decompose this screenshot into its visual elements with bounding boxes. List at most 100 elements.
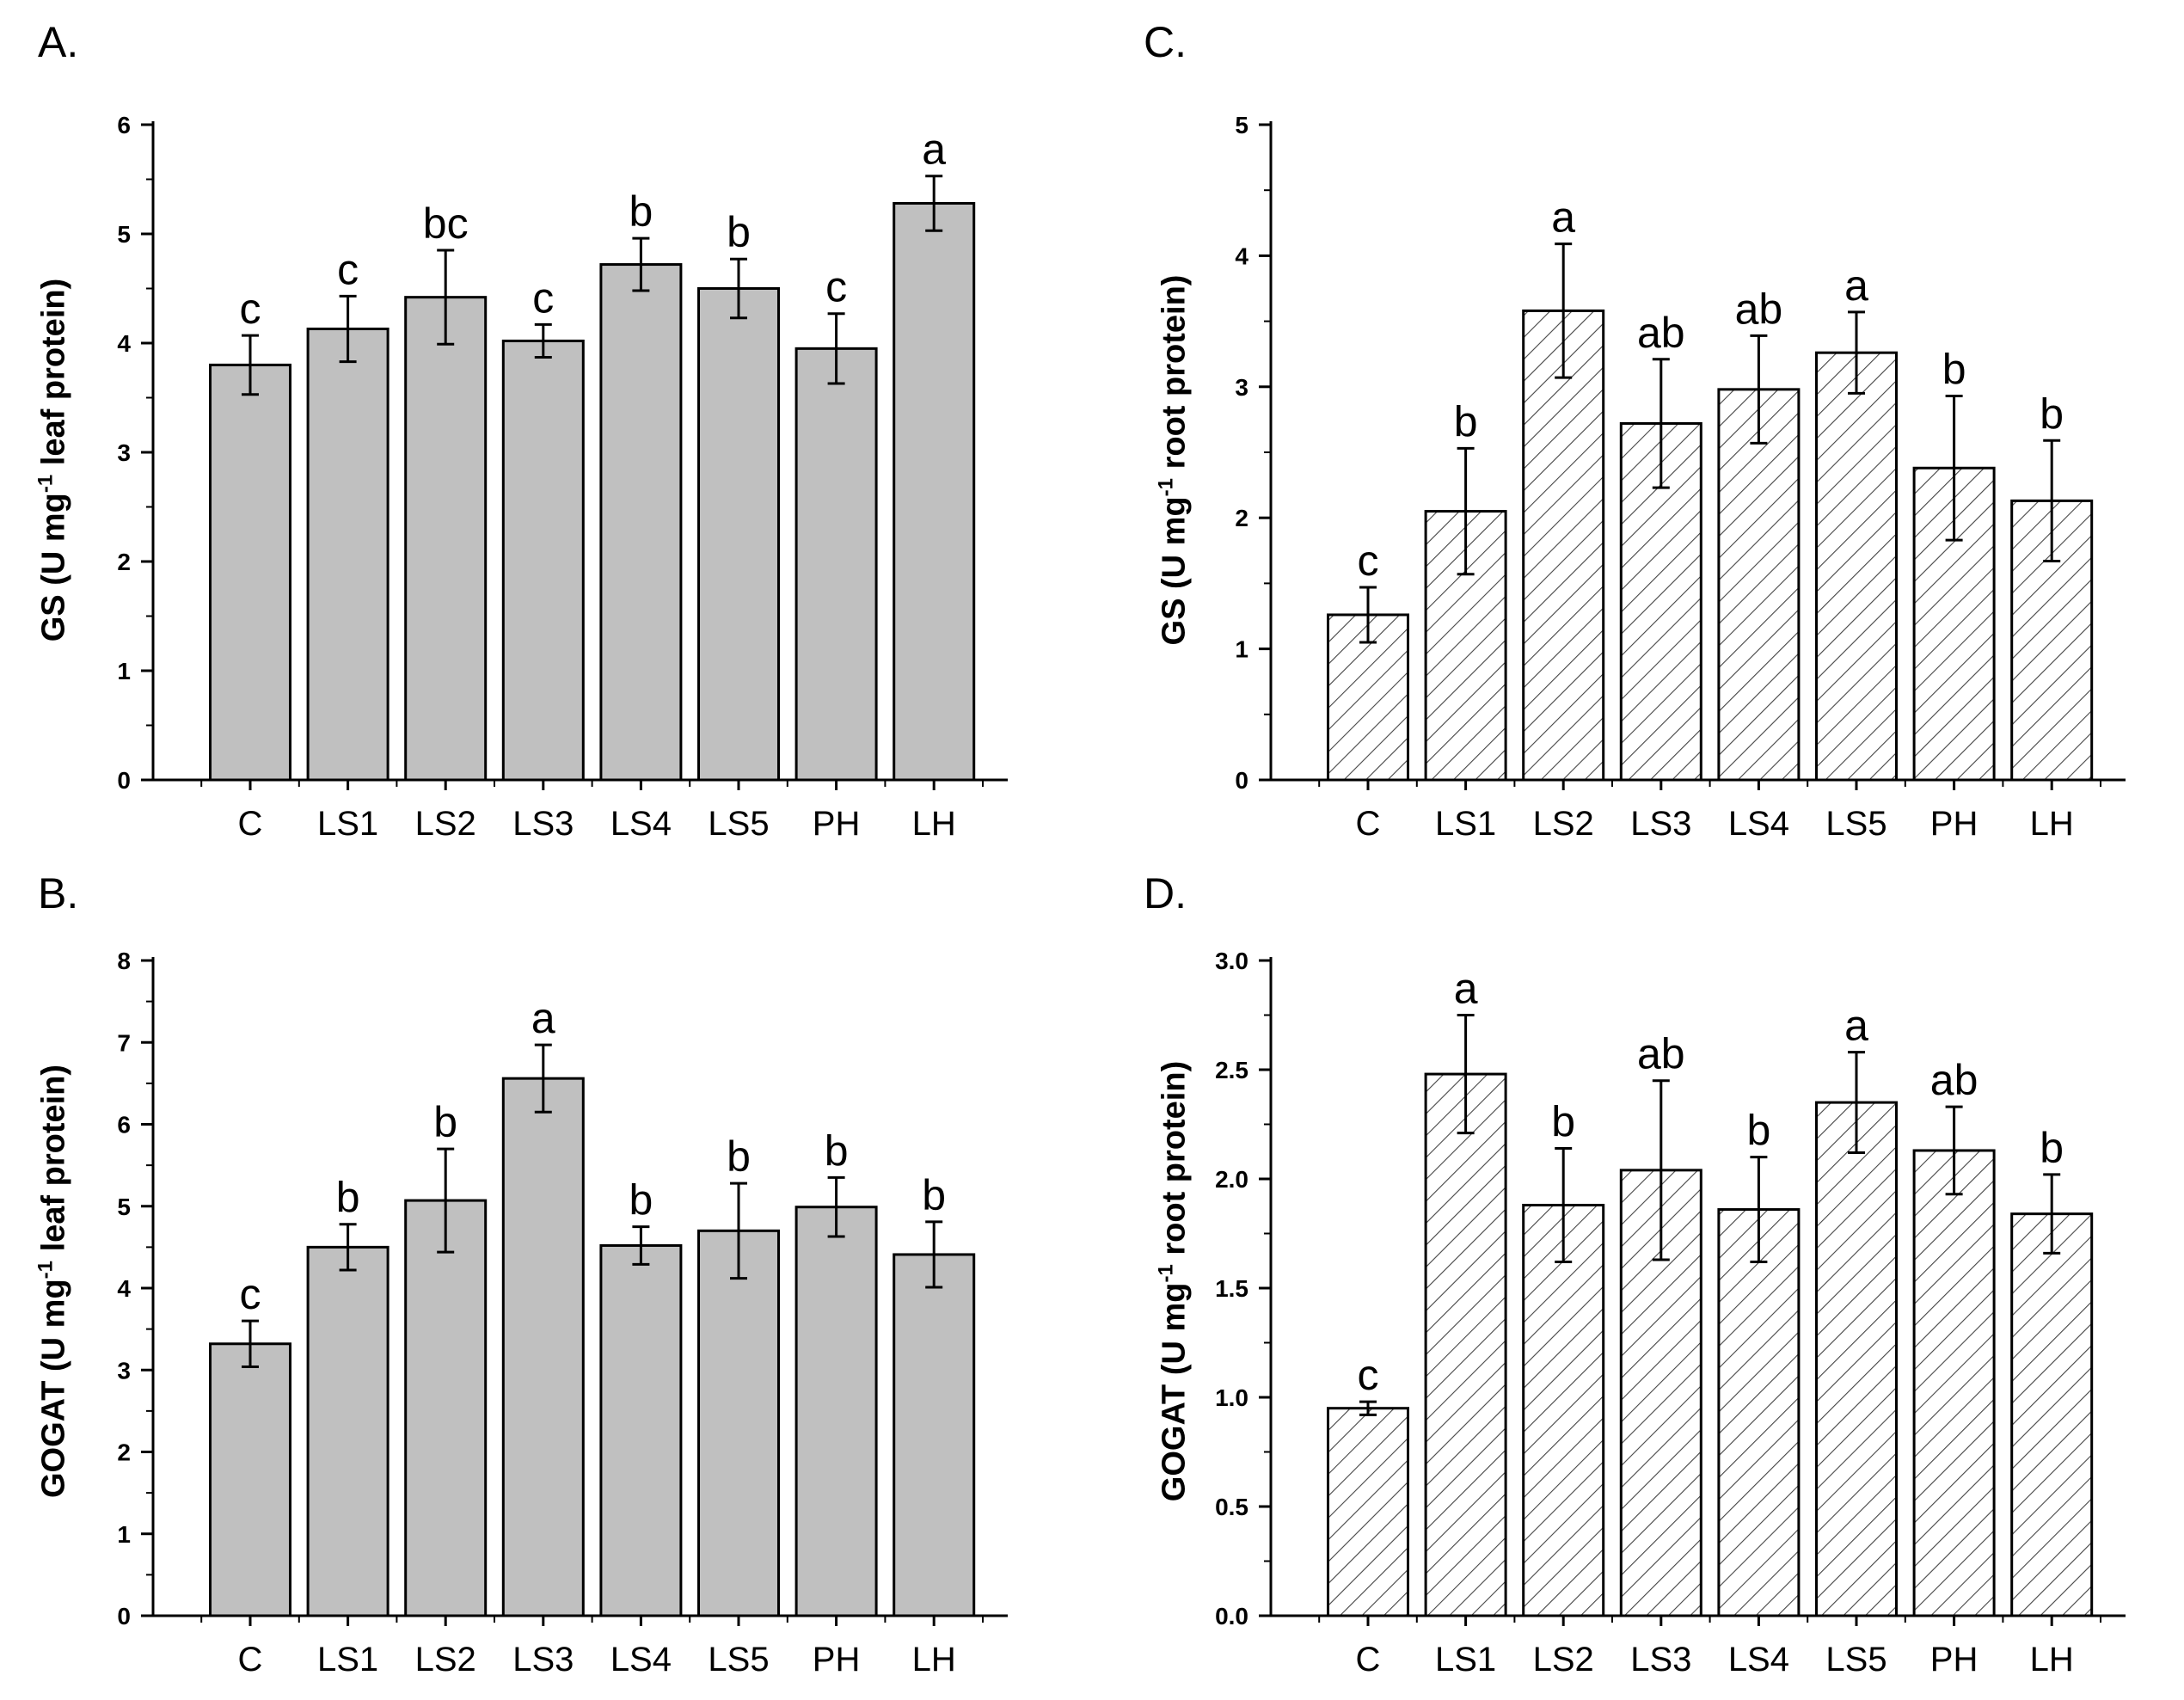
bar — [404, 296, 488, 782]
significance-letter: a — [531, 994, 555, 1042]
bar — [794, 1206, 878, 1617]
y-tick-label: 5 — [117, 221, 131, 248]
significance-letter: a — [1844, 1002, 1868, 1050]
y-tick-label: 4 — [117, 1275, 131, 1302]
x-tick-label: C — [238, 805, 263, 843]
significance-letter: c — [1358, 1351, 1379, 1399]
y-tick-label: 5 — [1235, 112, 1248, 138]
y-tick-label: 1 — [117, 658, 131, 684]
y-tick-label: 0 — [1235, 767, 1248, 794]
bar — [306, 1245, 390, 1617]
significance-letter: a — [1454, 965, 1478, 1013]
x-tick-label: PH — [813, 805, 861, 843]
chart-panel-a: c Cc LS1 bc LS2 c LS3 b LS4 b LS5 c PH a LH 0 1 2 3 4 5 6 — [117, 112, 1008, 843]
x-tick-label: PH — [1930, 1641, 1978, 1679]
x-tick-label: LH — [2030, 805, 2074, 843]
bar — [599, 263, 683, 782]
bar — [697, 287, 780, 782]
significance-letter: c — [825, 263, 847, 311]
y-tick-label: 0 — [117, 767, 131, 794]
x-tick-label: LS3 — [1630, 1641, 1691, 1679]
x-tick-label: C — [1356, 1641, 1381, 1679]
significance-letter: b — [1551, 1097, 1575, 1145]
y-tick-label: 2 — [117, 1439, 131, 1466]
bar — [306, 327, 390, 782]
significance-letter: b — [727, 208, 751, 256]
y-tick-label: 2 — [1235, 505, 1248, 531]
y-tick-label: 3 — [117, 439, 131, 466]
bar — [404, 1199, 488, 1617]
x-tick-label: LS4 — [1728, 805, 1789, 843]
x-tick-label: LS5 — [708, 805, 769, 843]
y-tick-label: 7 — [117, 1029, 131, 1056]
y-tick-label: 4 — [117, 330, 131, 357]
significance-letter: c — [337, 245, 359, 293]
y-tick-label: 0.5 — [1215, 1494, 1248, 1520]
panel-letter-c: C. — [1144, 18, 1187, 66]
x-tick-label: LH — [912, 805, 956, 843]
y-tick-label: 1.5 — [1215, 1275, 1248, 1302]
significance-letter: ab — [1930, 1056, 1978, 1104]
x-tick-label: LS5 — [1825, 805, 1886, 843]
bar — [1815, 351, 1898, 782]
panel-letter-d: D. — [1144, 869, 1187, 918]
y-tick-label: 0.0 — [1215, 1603, 1248, 1629]
x-tick-label: LS2 — [415, 805, 476, 843]
significance-letter: b — [825, 1126, 849, 1175]
x-tick-label: PH — [813, 1641, 861, 1679]
x-tick-label: LS1 — [317, 1641, 378, 1679]
x-tick-label: LS5 — [1825, 1641, 1886, 1679]
significance-letter: a — [1844, 261, 1868, 310]
significance-letter: ab — [1637, 309, 1685, 357]
x-tick-label: LS2 — [1533, 805, 1594, 843]
y-tick-label: 8 — [117, 948, 131, 974]
chart-panel-d: c Ca LS1 b LS2 ab LS3 b LS4 a LS5 ab PH b LH 0.0 0.5 1.0 1… — [1215, 948, 2126, 1679]
significance-letter: b — [1746, 1107, 1770, 1155]
bar — [893, 1253, 976, 1617]
bar — [697, 1229, 780, 1617]
bar — [209, 363, 291, 782]
y-tick-label: 3 — [1235, 374, 1248, 401]
y-tick-label: 1 — [117, 1521, 131, 1548]
significance-letter: bc — [423, 199, 469, 248]
bar — [1424, 1072, 1507, 1617]
y-tick-label: 6 — [117, 1112, 131, 1138]
x-tick-label: LH — [2030, 1641, 2074, 1679]
y-tick-label: 1.0 — [1215, 1384, 1248, 1411]
y-tick-label: 4 — [1235, 242, 1248, 269]
bar — [2010, 1212, 2094, 1617]
significance-letter: b — [433, 1098, 457, 1146]
bar — [209, 1342, 291, 1617]
bar — [599, 1243, 683, 1617]
x-tick-label: LS2 — [415, 1641, 476, 1679]
y-tick-label: 2 — [117, 549, 131, 575]
bar — [1717, 388, 1801, 782]
y-tick-label: 3 — [117, 1357, 131, 1384]
significance-letter: b — [629, 1176, 653, 1224]
bar — [1522, 1203, 1605, 1617]
significance-letter: c — [240, 1270, 261, 1318]
significance-letter: c — [240, 285, 261, 333]
significance-letter: a — [1551, 193, 1575, 242]
x-tick-label: LS4 — [1728, 1641, 1789, 1679]
x-tick-label: LS3 — [512, 1641, 574, 1679]
x-tick-label: LS3 — [512, 805, 574, 843]
y-tick-label: 5 — [117, 1194, 131, 1220]
chart-panel-b: c Cb LS1 b LS2 a LS3 b LS4 b LS5 b PH b LH 0 1 2 3 4 5 6 7 8 — [117, 948, 1008, 1679]
significance-letter: b — [1942, 345, 1966, 393]
x-tick-label: LS2 — [1533, 1641, 1594, 1679]
bar — [893, 201, 976, 782]
significance-letter: ab — [1637, 1030, 1685, 1078]
y-tick-label: 2.0 — [1215, 1166, 1248, 1193]
bar — [1327, 1407, 1409, 1617]
significance-letter: b — [2040, 1124, 2064, 1172]
bar — [501, 339, 585, 782]
x-tick-label: LS3 — [1630, 805, 1691, 843]
y-tick-label: 6 — [117, 112, 131, 138]
x-tick-label: C — [238, 1641, 263, 1679]
x-tick-label: LS4 — [610, 1641, 672, 1679]
x-tick-label: LS5 — [708, 1641, 769, 1679]
significance-letter: b — [922, 1171, 946, 1219]
bar — [1717, 1208, 1801, 1617]
